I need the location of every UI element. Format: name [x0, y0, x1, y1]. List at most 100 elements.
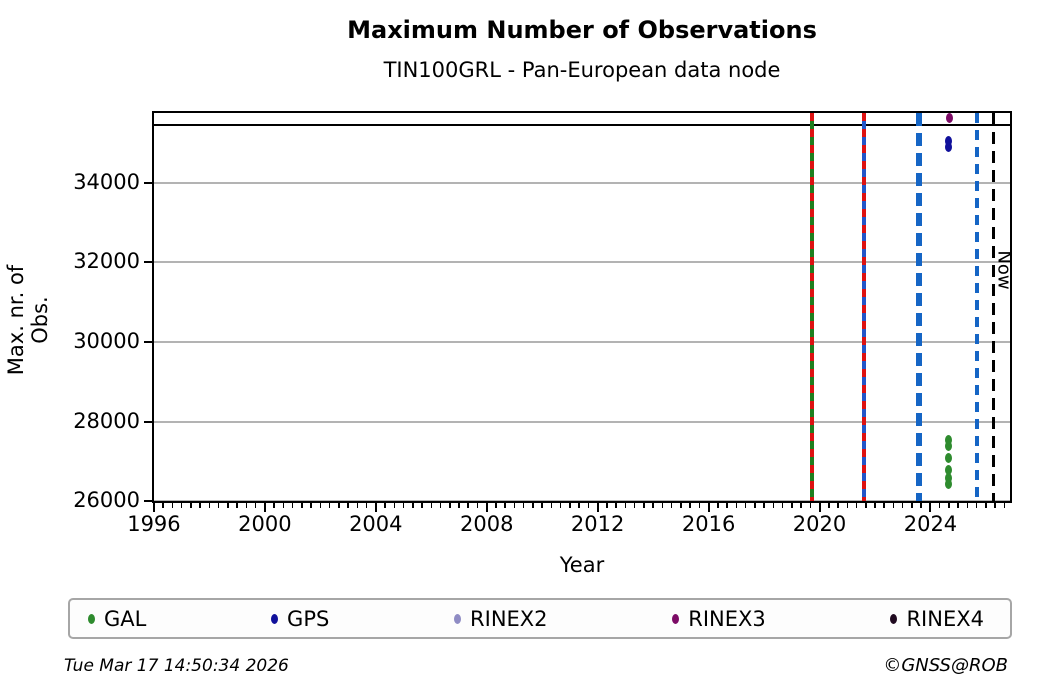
x-minor-tick — [865, 503, 867, 508]
x-minor-tick — [883, 503, 885, 508]
x-minor-tick — [412, 503, 414, 508]
x-minor-tick — [781, 503, 784, 508]
legend-label: RINEX3 — [688, 606, 766, 631]
x-minor-tick — [957, 503, 959, 508]
y-major-tick — [144, 420, 152, 423]
x-minor-tick — [938, 503, 941, 508]
x-minor-tick — [449, 503, 451, 508]
x-major-tick — [596, 503, 599, 512]
x-minor-tick — [402, 503, 405, 508]
x-minor-tick — [689, 503, 691, 508]
x-tick-label: 2000 — [238, 512, 292, 536]
x-minor-tick — [504, 503, 506, 508]
x-minor-tick — [430, 503, 433, 508]
credit-text: ©GNSS@ROB — [883, 655, 1008, 676]
x-tick-label: 1996 — [127, 512, 181, 536]
y-tick-label: 28000 — [73, 408, 140, 433]
x-minor-tick — [319, 503, 322, 508]
data-point-gal — [944, 434, 952, 445]
x-minor-tick — [513, 503, 516, 508]
x-major-tick — [485, 503, 488, 512]
blue-red-dashed-line-overlay — [862, 113, 867, 501]
x-minor-tick — [985, 503, 987, 508]
x-minor-tick — [199, 503, 201, 508]
x-minor-tick — [975, 503, 978, 508]
x-minor-tick — [791, 503, 793, 508]
legend-label: RINEX2 — [470, 606, 548, 631]
x-minor-tick — [846, 503, 849, 508]
x-minor-tick — [726, 503, 728, 508]
x-minor-tick — [532, 503, 534, 508]
now-line — [992, 113, 995, 501]
x-minor-tick — [217, 503, 220, 508]
x-tick-label: 2016 — [681, 512, 736, 536]
x-minor-tick — [328, 503, 331, 508]
thick-blue-dashed-line — [915, 113, 922, 501]
x-minor-tick — [208, 503, 211, 508]
x-major-tick — [152, 503, 155, 512]
x-tick-label: 2024 — [903, 512, 958, 536]
x-minor-tick — [837, 503, 839, 508]
x-minor-tick — [800, 503, 802, 508]
legend-marker-gal — [88, 613, 95, 624]
x-minor-tick — [587, 503, 590, 508]
legend-label: RINEX4 — [906, 606, 984, 631]
x-minor-tick — [384, 503, 386, 508]
y-tick-label: 26000 — [73, 488, 140, 513]
x-minor-tick — [180, 503, 183, 508]
x-minor-tick — [809, 503, 812, 508]
chart-subtitle: TIN100GRL - Pan-European data node — [383, 58, 781, 82]
x-minor-tick — [338, 503, 340, 508]
x-minor-tick — [273, 503, 275, 508]
y-major-tick — [144, 500, 152, 503]
x-minor-tick — [855, 503, 858, 508]
x-minor-tick — [994, 503, 996, 508]
x-minor-tick — [476, 503, 479, 508]
x-minor-tick — [670, 503, 673, 508]
x-minor-tick — [421, 503, 423, 508]
data-point-gal — [944, 478, 952, 489]
x-tick-label: 2008 — [460, 512, 514, 536]
chart-title: Maximum Number of Observations — [347, 16, 817, 44]
y-major-tick — [144, 261, 152, 264]
x-minor-tick — [633, 503, 636, 508]
y-gridline — [152, 261, 1012, 264]
now-line-label: Now — [993, 250, 1015, 290]
x-minor-tick — [439, 503, 442, 508]
x-minor-tick — [541, 503, 543, 508]
x-minor-tick — [356, 503, 359, 508]
x-minor-tick — [190, 503, 192, 508]
x-major-tick — [374, 503, 377, 512]
x-minor-tick — [643, 503, 645, 508]
x-minor-tick — [680, 503, 682, 508]
data-point-rinex3 — [945, 112, 953, 123]
x-minor-tick — [282, 503, 285, 508]
x-minor-tick — [291, 503, 294, 508]
y-major-tick — [144, 341, 152, 344]
x-tick-label: 2020 — [792, 512, 847, 536]
legend-item-rinex2: RINEX2 — [454, 607, 548, 631]
data-point-gps — [944, 135, 952, 146]
x-minor-tick — [920, 503, 922, 508]
x-minor-tick — [744, 503, 747, 508]
y-gridline — [152, 341, 1012, 344]
legend-item-gps: GPS — [271, 607, 329, 631]
x-minor-tick — [901, 503, 904, 508]
y-gridline — [152, 181, 1012, 184]
timestamp-text: Tue Mar 17 14:50:34 2026 — [64, 656, 289, 676]
data-point-gal — [944, 472, 952, 483]
x-minor-tick — [754, 503, 756, 508]
x-minor-tick — [393, 503, 396, 508]
x-minor-tick — [227, 503, 229, 508]
x-minor-tick — [874, 503, 876, 508]
y-tick-label: 34000 — [73, 169, 140, 194]
blue-dashed-line — [975, 113, 979, 501]
x-minor-tick — [310, 503, 312, 508]
y-gridline — [152, 420, 1012, 423]
legend: GAL GPS RINEX2 RINEX3 RINEX4 — [68, 598, 1012, 639]
x-axis-label: Year — [559, 553, 605, 577]
data-point-gps — [944, 141, 952, 152]
green-red-dashed-line-overlay — [809, 113, 814, 501]
x-minor-tick — [1003, 503, 1006, 508]
